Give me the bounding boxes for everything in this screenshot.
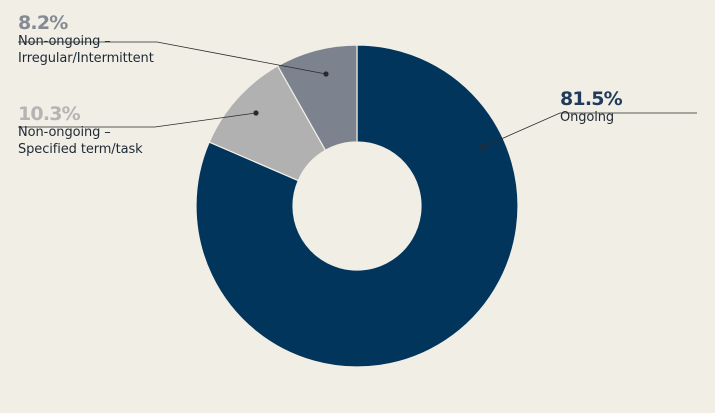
pct-specified-term: 10.3%	[18, 103, 81, 125]
name-specified-term-line1: Non-ongoing –	[18, 125, 111, 140]
name-specified-term-line2: Specified term/task	[18, 142, 143, 157]
leader-specified-term	[18, 112, 257, 128]
leader-specified-term-dot	[253, 110, 259, 116]
pct-irregular: 8.2%	[18, 12, 68, 34]
leader-irregular-dot	[323, 71, 329, 77]
name-irregular-line2: Irregular/Intermittent	[18, 51, 154, 66]
slice-ongoing	[195, 44, 519, 368]
pct-ongoing: 81.5%	[560, 88, 623, 110]
leader-ongoing-dot	[480, 144, 486, 150]
slice-irregular	[276, 44, 358, 152]
name-ongoing: Ongoing	[560, 110, 615, 125]
leader-ongoing	[482, 112, 697, 148]
label-irregular: 8.2% Non-ongoing – Irregular/Intermitten…	[18, 13, 154, 67]
leader-irregular	[18, 41, 327, 75]
name-irregular-line1: Non-ongoing –	[18, 34, 111, 49]
label-specified-term: 10.3% Non-ongoing – Specified term/task	[18, 104, 143, 158]
label-ongoing: 81.5% Ongoing	[560, 88, 623, 126]
